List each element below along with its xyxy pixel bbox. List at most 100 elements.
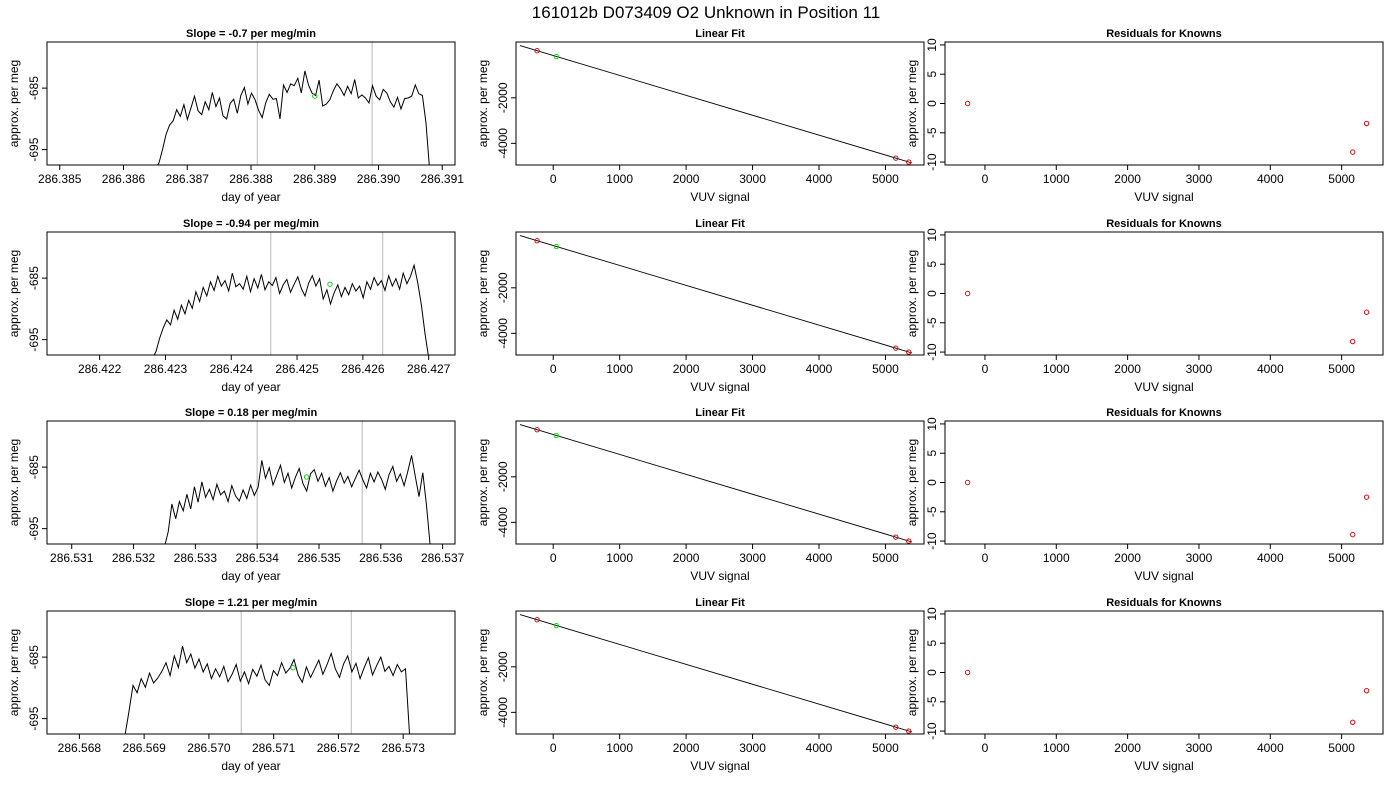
plot-frame xyxy=(46,41,456,166)
unknown-point xyxy=(553,53,560,60)
y-axis-label: approx. per meg xyxy=(905,60,919,147)
known-point xyxy=(906,349,912,355)
y-tick-label: -695 xyxy=(27,516,41,540)
x-tick-label: 286.533 xyxy=(174,551,218,565)
x-tick-label: 5000 xyxy=(872,741,899,755)
panel-grid: Slope = -0.7 per meg/min 286.385 286.386 28… xyxy=(7,28,1384,773)
x-tick-label: 0 xyxy=(982,172,989,186)
y-tick-label: 10 xyxy=(925,417,939,431)
x-tick-label: 286.535 xyxy=(297,551,341,565)
x-tick-label: 286.572 xyxy=(317,741,361,755)
x-tick-label: 1000 xyxy=(606,362,633,376)
panel-time-row-1: Slope = -0.7 per meg/min 286.385 286.386 28… xyxy=(7,28,464,204)
panel-title: Residuals for Knowns xyxy=(1106,218,1222,230)
panel-resid-row-3: Residuals for Knowns 0 1000 2000 3000 4000 500… xyxy=(905,407,1384,583)
data-trace xyxy=(153,263,429,355)
x-tick-label: 3000 xyxy=(1186,172,1213,186)
panel-title: Slope = 1.21 per meg/min xyxy=(185,597,318,609)
known-point xyxy=(893,345,899,351)
residual-point xyxy=(1363,687,1370,694)
y-tick-label: -2000 xyxy=(496,272,510,303)
panel-title: Linear Fit xyxy=(695,218,745,230)
residual-point xyxy=(1363,494,1370,500)
x-tick-label: 4000 xyxy=(806,172,833,186)
x-tick-label: 286.388 xyxy=(229,172,273,186)
residual-point xyxy=(1363,309,1370,315)
x-tick-label: 3000 xyxy=(1186,551,1213,565)
y-tick-label: -4000 xyxy=(496,128,510,159)
mean-point xyxy=(312,93,318,99)
x-tick-label: 5000 xyxy=(872,551,899,565)
x-tick-label: 1000 xyxy=(1043,741,1070,755)
y-tick-label: -695 xyxy=(27,706,41,730)
x-tick-label: 4000 xyxy=(1257,362,1284,376)
x-axis-label: VUV signal xyxy=(690,569,749,583)
known-point xyxy=(906,728,912,734)
x-axis-label: day of year xyxy=(221,190,280,204)
residual-point xyxy=(964,100,971,107)
x-tick-label: 286.532 xyxy=(112,551,156,565)
fit-line xyxy=(519,235,913,354)
panel-resid-row-2: Residuals for Knowns 0 1000 2000 3000 4000 500… xyxy=(905,218,1384,394)
x-tick-label: 286.568 xyxy=(58,741,102,755)
known-point xyxy=(906,538,912,544)
y-axis-label: approx. per meg xyxy=(7,250,21,337)
plot-frame xyxy=(515,420,925,545)
x-tick-label: 3000 xyxy=(739,172,766,186)
x-axis-label: VUV signal xyxy=(690,759,749,773)
x-tick-label: 1000 xyxy=(1043,172,1070,186)
x-tick-label: 4000 xyxy=(806,741,833,755)
x-tick-label: 5000 xyxy=(1328,741,1355,755)
x-tick-label: 4000 xyxy=(1257,741,1284,755)
plot-area xyxy=(964,100,1370,155)
x-tick-label: 3000 xyxy=(739,551,766,565)
x-tick-label: 2000 xyxy=(673,741,700,755)
panel-title: Residuals for Knowns xyxy=(1106,28,1222,40)
y-tick-label: -2000 xyxy=(496,82,510,113)
panel-time-row-4: Slope = 1.21 per meg/min 286.568 286.569 28… xyxy=(7,597,456,773)
plot-area xyxy=(156,70,430,165)
y-tick-label: 5 xyxy=(925,450,939,457)
panel-resid-row-1: Residuals for Knowns 0 1000 2000 3000 4000 500… xyxy=(905,28,1384,204)
x-tick-label: 286.534 xyxy=(235,551,279,565)
panel-title: Residuals for Knowns xyxy=(1106,407,1222,419)
x-axis-label: VUV signal xyxy=(1134,569,1193,583)
mean-point xyxy=(290,664,296,671)
x-tick-label: 286.531 xyxy=(50,551,94,565)
y-tick-label: 0 xyxy=(925,479,939,486)
panel-title: Slope = -0.94 per meg/min xyxy=(183,218,319,230)
known-point xyxy=(893,724,899,730)
panel-title: Linear Fit xyxy=(695,407,745,419)
plot-area xyxy=(519,614,913,734)
x-axis-label: VUV signal xyxy=(1134,759,1193,773)
residual-point xyxy=(964,479,971,486)
x-tick-label: 3000 xyxy=(739,741,766,755)
panel-time-row-3: Slope = 0.18 per meg/min 286.531 286.532 28… xyxy=(7,407,465,583)
x-tick-label: 4000 xyxy=(806,551,833,565)
x-tick-label: 0 xyxy=(982,551,989,565)
x-tick-label: 2000 xyxy=(673,362,700,376)
x-tick-label: 1000 xyxy=(606,172,633,186)
y-tick-label: -10 xyxy=(925,343,939,361)
y-tick-label: -695 xyxy=(27,327,41,351)
x-axis-label: VUV signal xyxy=(1134,380,1193,394)
x-tick-label: 1000 xyxy=(606,741,633,755)
x-axis-label: VUV signal xyxy=(690,190,749,204)
unknown-point xyxy=(553,243,560,250)
x-tick-label: 286.423 xyxy=(144,362,188,376)
panel-title: Slope = -0.7 per meg/min xyxy=(186,28,316,40)
x-tick-label: 286.389 xyxy=(293,172,337,186)
plot-frame xyxy=(944,231,1384,356)
x-axis-label: VUV signal xyxy=(690,380,749,394)
panel-fit-row-1: Linear Fit 0 1000 2000 3000 4000 5000 -4000 -200… xyxy=(476,28,925,204)
x-tick-label: 5000 xyxy=(872,172,899,186)
x-tick-label: 2000 xyxy=(673,172,700,186)
x-tick-label: 2000 xyxy=(1114,551,1141,565)
x-tick-label: 3000 xyxy=(1186,741,1213,755)
x-tick-label: 2000 xyxy=(673,551,700,565)
x-tick-label: 286.425 xyxy=(275,362,319,376)
x-tick-label: 286.390 xyxy=(357,172,401,186)
y-tick-label: 5 xyxy=(925,640,939,647)
x-tick-label: 0 xyxy=(982,362,989,376)
plot-frame xyxy=(944,41,1384,166)
